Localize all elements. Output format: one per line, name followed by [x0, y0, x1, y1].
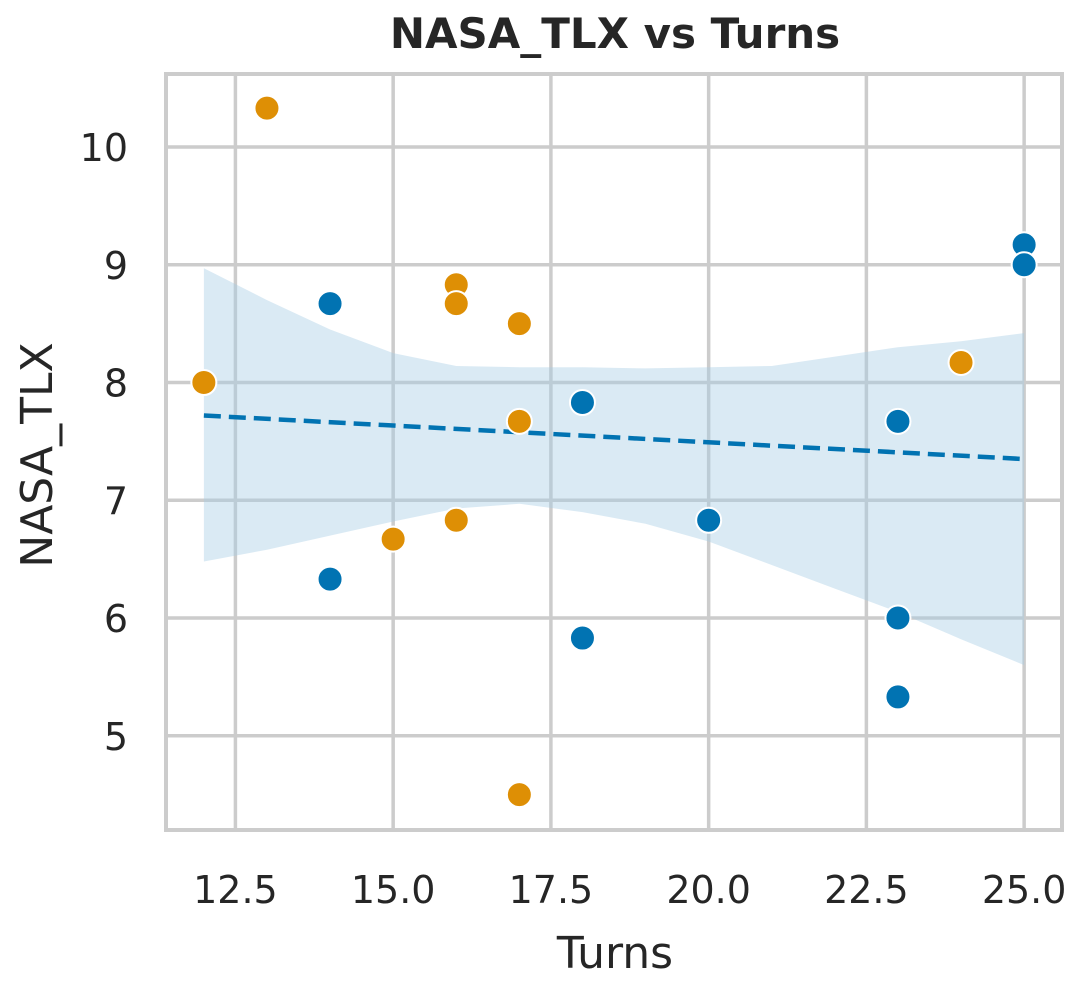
scatter-point: [505, 781, 533, 809]
x-tick-label: 15.0: [351, 868, 436, 912]
scatter-point: [884, 407, 912, 435]
scatter-point: [505, 407, 533, 435]
scatter-point: [316, 290, 344, 318]
plot-frame: [164, 72, 1064, 832]
y-tick-label: 8: [104, 362, 128, 406]
scatter-point: [568, 389, 596, 417]
confidence-band-area: [203, 268, 1025, 666]
scatter-point: [190, 369, 218, 397]
scatter-point: [884, 683, 912, 711]
x-tick-label: 22.5: [824, 868, 909, 912]
scatter-point: [379, 525, 407, 553]
scatter-point: [316, 565, 344, 593]
x-axis-label: Turns: [556, 928, 673, 979]
scatter-point: [253, 94, 281, 122]
scatter-point: [568, 624, 596, 652]
y-tick-label: 7: [104, 479, 128, 523]
y-axis-label: NASA_TLX: [12, 342, 63, 567]
data-points: [190, 94, 1038, 809]
x-tick-label: 12.5: [193, 868, 278, 912]
y-tick-label: 9: [104, 244, 128, 288]
regression-line: [203, 413, 1025, 462]
scatter-point: [947, 349, 975, 377]
chart-title: NASA_TLX vs Turns: [390, 9, 840, 58]
y-tick-label: 10: [80, 126, 128, 170]
scatter-point: [442, 290, 470, 318]
y-tick-label: 6: [104, 597, 128, 641]
x-axis-ticks: 12.5 15.0 17.5 20.0 22.5 25.0: [193, 868, 1066, 912]
confidence-band: [203, 268, 1025, 666]
y-tick-label: 5: [104, 715, 128, 759]
scatter-point: [505, 310, 533, 338]
regression-line-path: [203, 413, 1025, 462]
x-tick-label: 20.0: [666, 868, 751, 912]
scatter-point: [442, 506, 470, 534]
scatter-point: [695, 506, 723, 534]
scatter-point: [1010, 251, 1038, 279]
x-tick-label: 17.5: [509, 868, 594, 912]
scatter-point: [884, 604, 912, 632]
y-axis-ticks: 5 6 7 8 9 10: [80, 126, 128, 759]
x-tick-label: 25.0: [982, 868, 1067, 912]
